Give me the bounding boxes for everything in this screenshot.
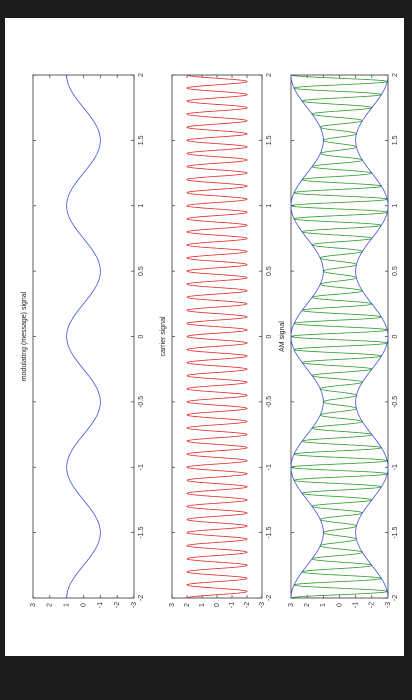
x-tick-label: 0 (266, 334, 273, 338)
x-tick-label: 2 (266, 73, 273, 77)
x-tick-label: -0.5 (138, 396, 145, 408)
y-tick-label: -3 (131, 602, 138, 608)
x-tick-label: 2 (392, 73, 399, 77)
y-tick-label: 2 (184, 603, 191, 607)
x-tick-label: -0.5 (392, 396, 399, 408)
bottom-frame-bar (0, 656, 412, 700)
top-frame-bar (0, 0, 412, 18)
y-tick-label: 2 (47, 603, 54, 607)
x-tick-label: 0.5 (138, 266, 145, 276)
y-tick-label: 1 (64, 603, 71, 607)
x-tick-label: 1 (266, 204, 273, 208)
y-tick-label: -1 (97, 602, 104, 608)
am-envelope-line (290, 75, 324, 598)
x-tick-label: -1.5 (138, 526, 145, 538)
y-tick-label: -2 (244, 602, 251, 608)
message-signal-line (66, 75, 101, 598)
y-tick-label: 0 (214, 603, 221, 607)
x-tick-label: -2 (266, 595, 273, 601)
carrier-signal-line (186, 74, 248, 599)
y-tick-label: -3 (259, 602, 266, 608)
chart-title: carrier signal (160, 316, 167, 357)
y-tick-label: -1 (353, 602, 360, 608)
left-frame-bar (0, 18, 5, 656)
x-tick-label: -1.5 (392, 526, 399, 538)
x-tick-label: -1 (266, 464, 273, 470)
right-frame-bar (404, 18, 412, 656)
y-tick-label: 1 (199, 603, 206, 607)
x-tick-label: 1.5 (138, 135, 145, 145)
y-tick-label: -2 (114, 602, 121, 608)
chart-panel-1: -2-1.5-1-0.500.511.52-3-2-10123modulatin… (21, 73, 145, 608)
x-tick-label: 0.5 (392, 266, 399, 276)
y-tick-label: -1 (229, 602, 236, 608)
x-tick-label: 2 (138, 73, 145, 77)
x-tick-label: -0.5 (266, 396, 273, 408)
x-tick-label: 0 (392, 334, 399, 338)
y-tick-label: 1 (320, 603, 327, 607)
y-tick-label: -2 (369, 602, 376, 608)
chart-title: AM signal (279, 321, 286, 352)
x-tick-label: -1.5 (266, 526, 273, 538)
axes-frame (290, 74, 389, 599)
x-tick-label: 1.5 (392, 135, 399, 145)
chart-title: modulating (message) signal (21, 291, 28, 381)
x-tick-label: -2 (392, 595, 399, 601)
y-tick-label: -3 (385, 602, 392, 608)
x-tick-label: -1 (392, 464, 399, 470)
x-tick-label: 1 (392, 204, 399, 208)
axes-frame (171, 74, 263, 599)
am-signal-line (290, 74, 388, 599)
y-tick-label: 0 (336, 603, 343, 607)
x-tick-label: 0.5 (266, 266, 273, 276)
am-envelope-line (355, 75, 389, 598)
x-tick-label: -1 (138, 464, 145, 470)
y-tick-label: 2 (304, 603, 311, 607)
y-tick-label: 3 (169, 603, 176, 607)
x-tick-label: -2 (138, 595, 145, 601)
y-tick-label: 3 (30, 603, 37, 607)
x-tick-label: 1 (138, 204, 145, 208)
y-tick-label: 3 (288, 603, 295, 607)
x-tick-label: 0 (138, 334, 145, 338)
y-tick-label: 0 (80, 603, 87, 607)
axes-frame (32, 74, 135, 599)
x-tick-label: 1.5 (266, 135, 273, 145)
